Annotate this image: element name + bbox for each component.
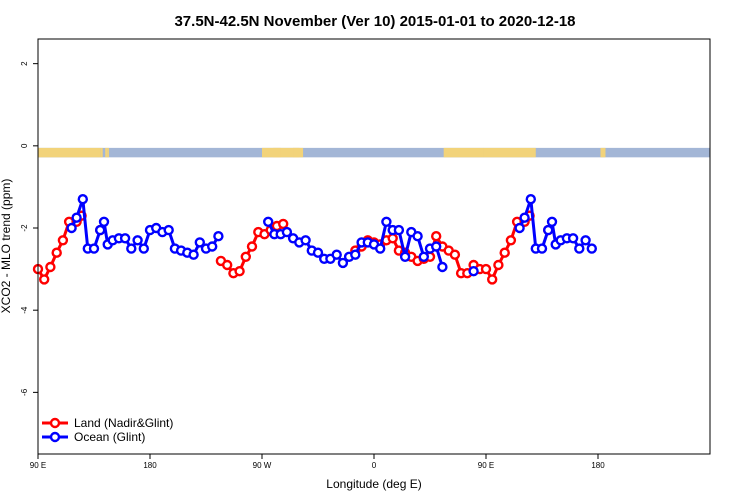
- data-point: [263, 216, 274, 228]
- data-point: [431, 241, 442, 252]
- x-axis: 90 E 180 90 W 0 90 E 180: [30, 454, 605, 470]
- land-band-segment: [100, 147, 103, 158]
- data-point: [213, 230, 224, 242]
- land-band-segment: [273, 147, 281, 158]
- data-point: [240, 251, 252, 262]
- data-point: [88, 243, 100, 254]
- data-point: [188, 249, 199, 260]
- data-point: [480, 263, 492, 275]
- data-point: [567, 233, 579, 244]
- data-point: [431, 230, 442, 242]
- data-point: [66, 222, 77, 234]
- data-point: [505, 235, 517, 246]
- land-band-segment: [443, 147, 484, 158]
- x-tick-label: 90 E: [478, 461, 494, 470]
- x-axis-label: Longitude (deg E): [326, 477, 421, 491]
- land-band-segment: [38, 147, 101, 158]
- legend: Land (Nadir&Glint) Ocean (Glint): [42, 416, 173, 444]
- y-axis: 2 0 -2 -4 -6: [20, 61, 38, 396]
- data-point: [519, 212, 530, 223]
- data-point: [574, 243, 585, 254]
- data-point: [51, 247, 62, 258]
- land-band-segment: [293, 147, 300, 158]
- data-point: [278, 218, 289, 230]
- data-point: [580, 235, 591, 246]
- y-tick-label: 0: [20, 143, 29, 148]
- ocean-band: [38, 147, 710, 158]
- data-point: [234, 266, 245, 277]
- land-band-segment: [483, 147, 536, 158]
- data-point: [586, 243, 597, 254]
- series-ocean: [66, 193, 597, 277]
- x-tick-label: 180: [591, 461, 605, 470]
- data-point: [449, 249, 461, 260]
- data-point: [387, 233, 398, 244]
- data-point: [206, 241, 218, 252]
- series-layer: [32, 193, 597, 285]
- data-point: [126, 243, 137, 254]
- y-axis-label: XCO2 - MLO trend (ppm): [0, 179, 13, 314]
- data-point: [393, 224, 405, 236]
- data-point: [493, 259, 504, 271]
- data-point: [194, 237, 206, 248]
- data-point: [437, 261, 448, 273]
- data-point: [499, 247, 510, 258]
- data-point: [536, 243, 548, 254]
- land-ocean-band: [38, 147, 710, 158]
- data-point: [468, 266, 479, 277]
- data-point: [546, 216, 558, 228]
- data-point: [98, 216, 110, 228]
- data-point: [119, 233, 131, 244]
- data-point: [138, 243, 150, 254]
- y-tick-label: 2: [20, 61, 29, 66]
- land-band-segment: [105, 147, 108, 158]
- data-point: [514, 222, 525, 234]
- data-point: [300, 235, 311, 246]
- land-band-segment: [262, 147, 304, 158]
- data-point: [525, 193, 536, 205]
- data-point: [132, 235, 143, 246]
- y-tick-label: -6: [20, 388, 29, 396]
- chart-title: 37.5N-42.5N November (Ver 10) 2015-01-01…: [174, 13, 575, 30]
- x-tick-label: 180: [143, 461, 157, 470]
- land-band-segment: [600, 147, 606, 158]
- x-tick-label: 90 W: [253, 461, 272, 470]
- data-point: [39, 274, 50, 285]
- legend-entry-ocean: Ocean (Glint): [42, 430, 145, 444]
- legend-marker-ocean: [49, 431, 61, 443]
- land-band-segment: [107, 147, 109, 158]
- data-point: [312, 247, 324, 258]
- data-point: [45, 261, 56, 273]
- data-point: [94, 224, 106, 236]
- y-tick-label: -4: [20, 306, 29, 314]
- data-point: [412, 230, 423, 242]
- x-tick-label: 90 E: [30, 461, 46, 470]
- data-point: [350, 249, 361, 260]
- legend-label-land: Land (Nadir&Glint): [74, 416, 173, 430]
- data-point: [418, 251, 429, 262]
- data-point: [246, 241, 258, 252]
- data-point: [337, 257, 349, 269]
- x-tick-label: 0: [372, 461, 377, 470]
- legend-marker-land: [49, 417, 61, 429]
- legend-entry-land: Land (Nadir&Glint): [42, 416, 173, 430]
- y-tick-label: -2: [20, 224, 29, 232]
- data-point: [71, 212, 82, 223]
- data-point: [375, 243, 386, 254]
- legend-label-ocean: Ocean (Glint): [74, 430, 145, 444]
- data-point: [57, 235, 69, 246]
- data-point: [281, 226, 293, 238]
- data-point: [77, 193, 89, 205]
- data-point: [163, 224, 174, 236]
- data-point: [221, 259, 233, 271]
- data-point: [399, 251, 411, 262]
- data-point: [543, 224, 554, 236]
- data-point: [381, 216, 392, 228]
- data-point: [331, 249, 342, 260]
- data-point: [487, 274, 498, 285]
